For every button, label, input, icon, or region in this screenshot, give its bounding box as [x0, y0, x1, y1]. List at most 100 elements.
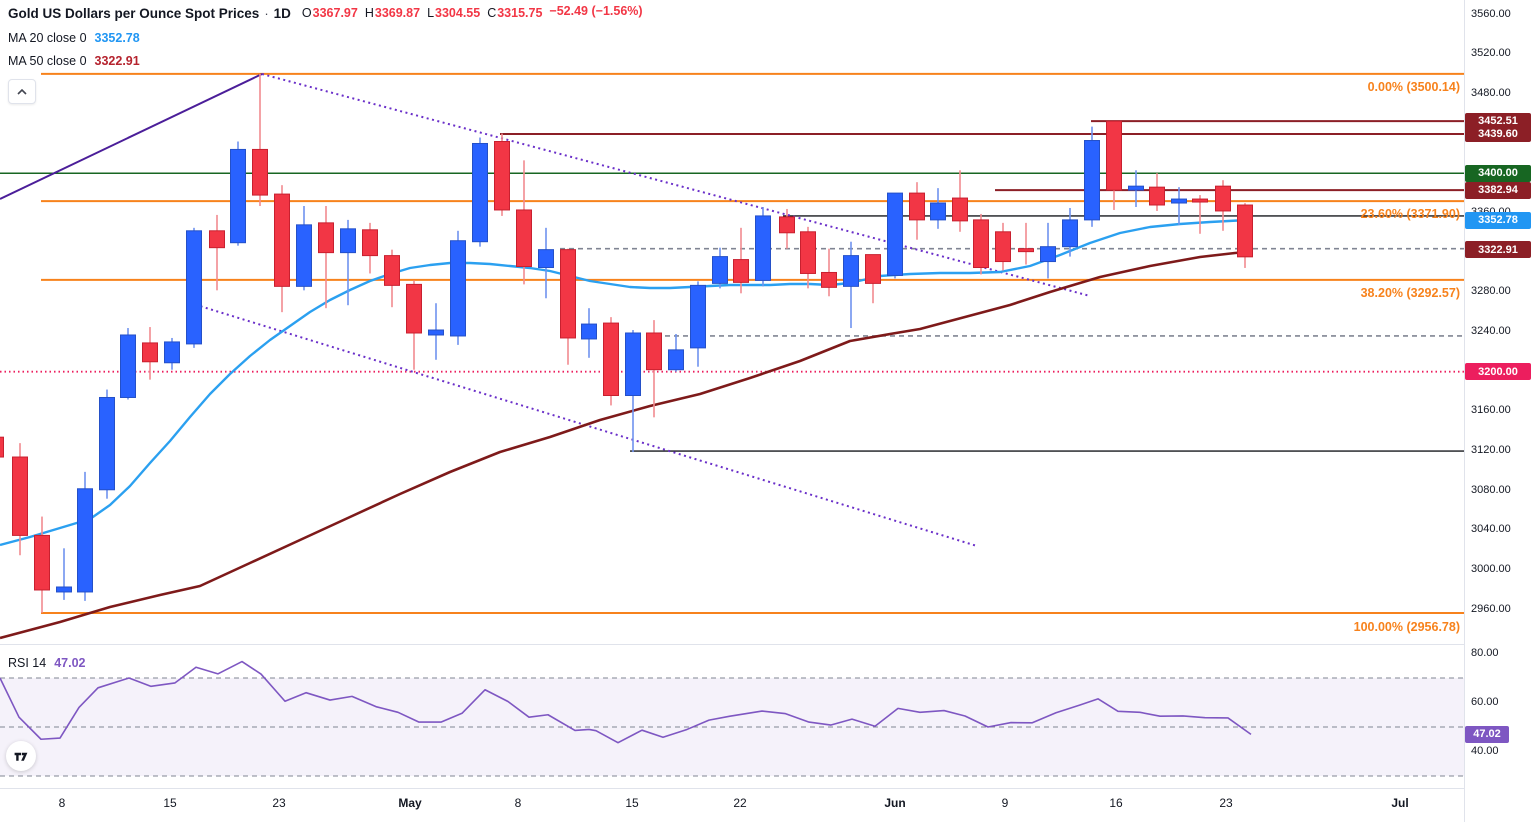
- candle-body: [887, 192, 903, 276]
- time-tick-23: 23: [272, 796, 286, 810]
- candle-body: [843, 255, 859, 287]
- pane-divider[interactable]: [0, 644, 1536, 645]
- candle: [384, 249, 400, 308]
- price-chart-canvas[interactable]: [0, 0, 1464, 644]
- candle-body: [712, 256, 728, 284]
- time-tick-23: 23: [1219, 796, 1233, 810]
- interval-label[interactable]: 1D: [273, 5, 291, 21]
- candle: [952, 170, 968, 232]
- candle-body: [274, 193, 290, 287]
- ma50-label: MA 50 close 0: [8, 54, 87, 68]
- tradingview-logo[interactable]: [6, 741, 36, 771]
- candle-body: [99, 396, 115, 491]
- fib-level-label: 38.20% (3292.57): [1360, 286, 1460, 300]
- price-badge-3439.60: 3439.60: [1465, 125, 1531, 143]
- candle-body: [800, 231, 816, 274]
- candle: [560, 248, 576, 365]
- candle: [668, 333, 684, 372]
- candle-body: [209, 230, 225, 249]
- candle: [209, 214, 225, 291]
- candle: [164, 337, 180, 370]
- candle: [995, 222, 1011, 271]
- candle-body: [428, 329, 444, 336]
- time-tick-15: 15: [163, 796, 177, 810]
- trendline-0: [0, 73, 263, 200]
- price-axis-label: 3480.00: [1471, 86, 1511, 99]
- ohlc-key-L: L: [427, 6, 435, 20]
- candle: [252, 73, 268, 206]
- rsi-value: 47.02: [54, 656, 86, 670]
- rsi-value-badge: 47.02: [1465, 725, 1509, 743]
- fib-level-label: 23.60% (3371.90): [1360, 207, 1460, 221]
- candle-body: [603, 322, 619, 397]
- change-value: −52.49 (−1.56%): [549, 4, 643, 18]
- candle: [909, 182, 925, 240]
- time-tick-16: 16: [1109, 796, 1123, 810]
- candle: [0, 436, 4, 458]
- ma50-legend-row[interactable]: MA 50 close 0 3322.91: [8, 54, 643, 68]
- rsi-label: RSI 14: [8, 656, 47, 670]
- candle: [581, 308, 597, 358]
- candle-body: [625, 332, 641, 397]
- candle: [406, 280, 422, 370]
- price-badge-3322.91: 3322.91: [1465, 241, 1531, 259]
- ma50-value: 3322.91: [94, 54, 140, 68]
- candle-body: [230, 148, 246, 244]
- candle-body: [186, 230, 202, 345]
- rsi-canvas[interactable]: [0, 645, 1464, 788]
- candle: [1040, 222, 1056, 279]
- candle: [930, 188, 946, 229]
- ohlc-value-O: 3367.97: [312, 6, 358, 20]
- symbol-title-row[interactable]: Gold US Dollars per Ounce Spot Prices · …: [8, 4, 643, 22]
- ohlc-value-C: 3315.75: [497, 6, 543, 20]
- price-axis-label: 3240.00: [1471, 325, 1511, 337]
- candle-body: [252, 148, 268, 196]
- price-pane[interactable]: [0, 0, 1464, 644]
- candle: [99, 389, 115, 499]
- ma20-legend-row[interactable]: MA 20 close 0 3352.78: [8, 31, 643, 45]
- candle: [450, 230, 466, 345]
- candle: [1192, 195, 1208, 234]
- candle: [1106, 120, 1122, 210]
- candle-body: [995, 231, 1011, 263]
- price-axis[interactable]: 3560.003520.003480.003360.003280.003240.…: [1464, 0, 1536, 822]
- time-tick-9: 9: [1001, 796, 1009, 810]
- title-separator: ·: [264, 5, 269, 21]
- candle-body: [1149, 186, 1165, 206]
- price-axis-label: 2960.00: [1471, 602, 1511, 615]
- candle-body: [1192, 198, 1208, 203]
- candle: [712, 247, 728, 289]
- rsi-pane[interactable]: [0, 645, 1464, 788]
- candle-body: [340, 228, 356, 254]
- candles-layer: [0, 73, 1253, 613]
- candle-body: [494, 141, 510, 211]
- candle-body: [34, 534, 50, 591]
- time-axis[interactable]: 8 15 23 May 8 15 22 Jun 9 16 23 Jul: [0, 789, 1464, 822]
- price-badge-3200.00: 3200.00: [1465, 363, 1531, 381]
- time-tick-May: May: [398, 796, 422, 810]
- candle-body: [560, 249, 576, 339]
- candle: [1084, 126, 1100, 227]
- tradingview-logo-icon: [14, 752, 28, 761]
- ma20-label: MA 20 close 0: [8, 31, 87, 45]
- time-tick-8: 8: [58, 796, 66, 810]
- candle-body: [1062, 219, 1078, 248]
- candle-body: [646, 332, 662, 371]
- candle: [779, 208, 795, 249]
- candle-body: [821, 271, 837, 288]
- candle-body: [1171, 198, 1187, 204]
- candle-body: [668, 349, 684, 371]
- candle: [56, 548, 72, 600]
- time-tick-Jun: Jun: [884, 796, 906, 810]
- collapse-legend-button[interactable]: [8, 79, 36, 104]
- candle: [274, 185, 290, 313]
- candle-body: [472, 142, 488, 243]
- chevron-up-icon: [17, 88, 27, 95]
- candle: [538, 227, 554, 299]
- symbol-title[interactable]: Gold US Dollars per Ounce Spot Prices: [8, 5, 260, 21]
- fib-level-label: 0.00% (3500.14): [1367, 80, 1460, 94]
- rsi-legend-row[interactable]: RSI 14 47.02: [8, 656, 86, 670]
- rsi-axis-label: 40.00: [1471, 744, 1499, 757]
- price-badge-3400.00: 3400.00: [1465, 164, 1531, 182]
